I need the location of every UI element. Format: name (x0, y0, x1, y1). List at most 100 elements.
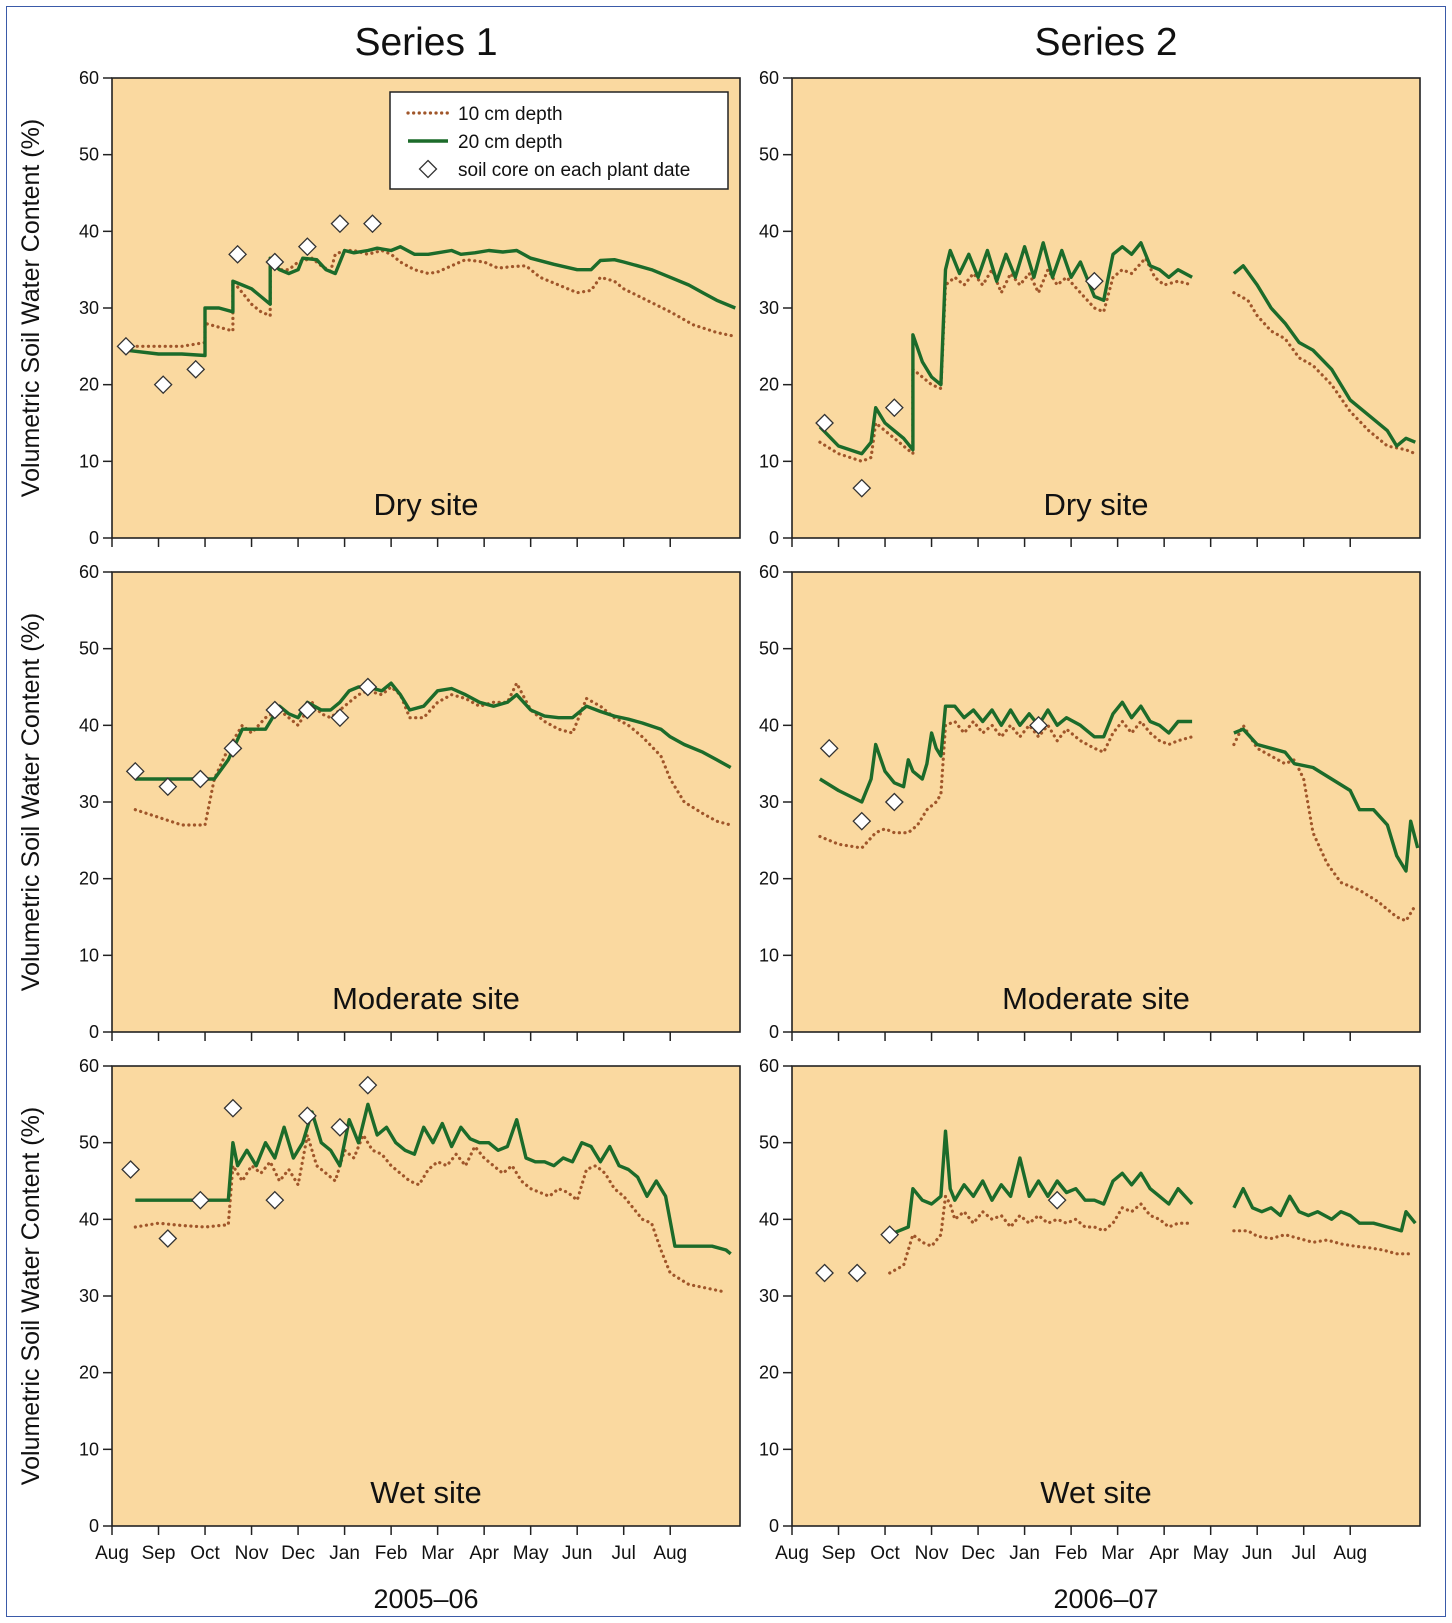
y-tick-label: 50 (759, 145, 779, 165)
series-line-20cm (1232, 264, 1416, 448)
series-line-20cm (819, 700, 1193, 804)
y-axis-label: Volumetric Soil Water Content (%) (17, 119, 45, 497)
panel-series-1-wet-site: 0 10 20 30 40 50 60 Aug Sep Oct Nov Dec Jan Feb Mar Apr… (17, 1056, 741, 1564)
panel-series-1-moderate-site: 0 10 20 30 40 50 60 Moderate site Volumetric Soi… (17, 562, 741, 1042)
column-title: Series 2 (1034, 21, 1177, 64)
soil-core-marker (330, 1117, 350, 1137)
site-label: Wet site (370, 1475, 481, 1510)
panel-series-2-wet-site: 0 10 20 30 40 50 60 Aug Sep Oct Nov Dec Jan Feb Mar Apr… (759, 1056, 1421, 1564)
y-tick-label: 50 (79, 639, 99, 659)
soil-core-marker (884, 792, 904, 812)
y-tick-label: 60 (759, 562, 779, 582)
x-tick-label: Oct (870, 1543, 900, 1564)
soil-core-marker (852, 811, 872, 831)
soil-core-marker (884, 398, 904, 418)
legend-swatch-core (418, 159, 438, 179)
series-line-20cm (1232, 1187, 1417, 1233)
soil-core-marker (186, 359, 206, 379)
y-tick-label: 30 (759, 1286, 779, 1306)
legend-label: 20 cm depth (458, 132, 563, 153)
y-tick-label: 40 (79, 221, 99, 241)
y-tick-label: 30 (759, 298, 779, 318)
y-tick-label: 30 (79, 298, 99, 318)
soil-core-marker (819, 738, 839, 758)
y-tick-label: 10 (759, 945, 779, 965)
soil-core-marker (1084, 271, 1104, 291)
x-tick-label: Jan (329, 1543, 360, 1564)
soil-core-marker (265, 252, 285, 272)
y-tick-label: 50 (759, 639, 779, 659)
soil-core-marker (125, 761, 145, 781)
soil-core-marker (358, 677, 378, 697)
y-tick-label: 60 (759, 1056, 779, 1076)
column-title: Series 1 (354, 21, 497, 64)
plot-area (111, 1065, 741, 1527)
x-tick-label: Aug (775, 1543, 809, 1564)
legend-label: 10 cm depth (458, 104, 563, 125)
x-tick-label: Apr (469, 1543, 499, 1564)
y-tick-label: 40 (79, 1209, 99, 1229)
soil-core-marker (815, 1263, 834, 1283)
y-tick-label: 40 (79, 715, 99, 735)
soil-core-marker (330, 214, 350, 234)
plot-area (791, 1065, 1421, 1527)
soil-core-marker (223, 738, 243, 758)
soil-core-marker (265, 700, 285, 720)
series-line-10cm (818, 256, 1194, 463)
series-line-10cm (888, 1194, 1194, 1275)
series-line-20cm (889, 1129, 1194, 1237)
figure-frame (6, 6, 1446, 1617)
legend-label: soil core on each plant date (458, 160, 690, 181)
x-tick-label: Dec (281, 1543, 315, 1564)
soil-core-marker (297, 700, 317, 720)
series-line-20cm (135, 1102, 732, 1256)
soil-core-marker (190, 769, 210, 789)
y-tick-label: 30 (759, 792, 779, 812)
x-tick-label: Aug (653, 1543, 687, 1564)
y-tick-label: 0 (769, 1516, 779, 1536)
soil-core-marker (158, 777, 178, 797)
x-tick-label: Feb (1055, 1543, 1088, 1564)
y-tick-label: 20 (759, 375, 779, 395)
soil-core-marker (297, 1106, 317, 1126)
soil-core-marker (158, 1229, 178, 1248)
series-line-20cm (135, 681, 732, 781)
y-tick-label: 50 (759, 1133, 779, 1153)
soil-core-marker (852, 478, 872, 498)
x-tick-label: Jan (1009, 1543, 1040, 1564)
soil-core-marker (153, 375, 173, 395)
soil-core-marker (1047, 1190, 1067, 1210)
y-tick-label: 20 (759, 1363, 779, 1383)
soil-core-marker (815, 413, 834, 433)
panel-series-2-moderate-site: 0 10 20 30 40 50 60 Moderate site (759, 562, 1421, 1042)
series-line-10cm (133, 681, 733, 827)
x-tick-label: Sep (822, 1543, 856, 1564)
y-tick-label: 40 (759, 221, 779, 241)
y-tick-label: 0 (769, 528, 779, 548)
series-line-10cm (1232, 723, 1417, 923)
y-tick-label: 40 (759, 715, 779, 735)
series-line-20cm (818, 241, 1193, 456)
x-tick-label: Jun (562, 1543, 593, 1564)
x-tick-label: Nov (235, 1543, 269, 1564)
plot-area (111, 571, 741, 1033)
y-axis-label: Volumetric Soil Water Content (%) (17, 1107, 45, 1485)
x-tick-label: Aug (95, 1543, 129, 1564)
y-tick-label: 60 (79, 1056, 99, 1076)
y-axis-label: Volumetric Soil Water Content (%) (17, 613, 45, 991)
site-label: Dry site (1043, 487, 1148, 522)
y-tick-label: 60 (79, 562, 99, 582)
series-line-20cm (125, 245, 736, 358)
y-tick-label: 60 (79, 68, 99, 88)
soil-core-marker (1029, 715, 1048, 735)
x-tick-label: Mar (421, 1543, 454, 1564)
x-tick-label: Apr (1149, 1543, 1179, 1564)
year-label: 2006–07 (1053, 1584, 1158, 1614)
plot-area (791, 77, 1421, 539)
y-tick-label: 20 (79, 375, 99, 395)
site-label: Moderate site (1002, 981, 1190, 1016)
site-label: Wet site (1040, 1475, 1151, 1510)
x-tick-label: Dec (961, 1543, 995, 1564)
soil-core-marker (330, 708, 350, 728)
